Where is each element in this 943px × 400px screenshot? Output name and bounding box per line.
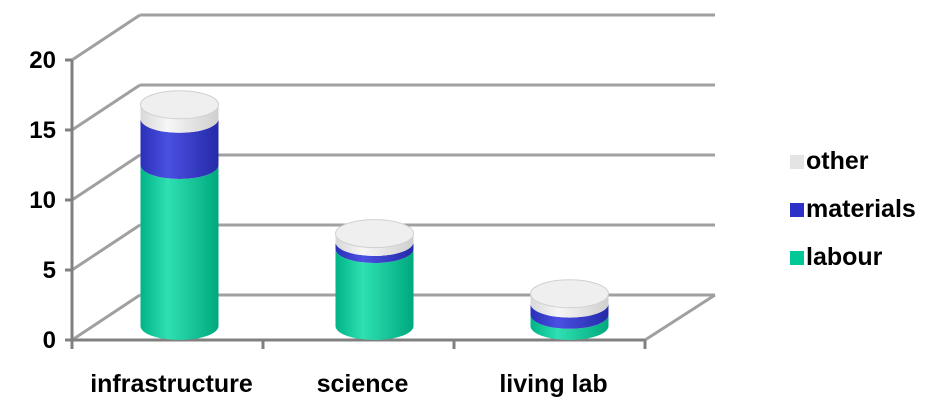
legend-item-materials: materials	[790, 195, 916, 223]
legend-swatch	[790, 251, 804, 265]
legend-swatch	[790, 203, 804, 217]
bar-other-infrastructure	[140, 104, 219, 133]
gridline-wall	[71, 223, 141, 272]
y-tick-label: 10	[29, 187, 56, 214]
category-labels: infrastructure science living lab	[90, 370, 607, 398]
y-tick-labels: 0 5 10 15 20	[29, 47, 56, 354]
bar-top-cap	[140, 90, 219, 120]
gridline-wall	[71, 293, 141, 342]
bar-top-cap	[530, 279, 609, 309]
axes	[65, 58, 647, 349]
y-tick-label: 0	[43, 327, 56, 354]
y-tick-label: 20	[29, 47, 56, 74]
bar-labour-science	[335, 249, 414, 340]
legend: other materials labour	[790, 147, 916, 271]
bar-top-cap	[335, 219, 414, 249]
legend-label: other	[806, 147, 869, 175]
bar-other-living-lab	[530, 293, 609, 318]
bar-labour-living-lab	[530, 314, 609, 340]
bar-other-science	[335, 233, 414, 256]
bar-stack-living-lab	[530, 279, 609, 340]
gridline-wall	[71, 83, 141, 132]
bars	[140, 90, 609, 340]
legend-item-other: other	[790, 147, 869, 175]
x-category-label: living lab	[499, 370, 607, 398]
x-category-label: science	[317, 370, 409, 398]
legend-item-labour: labour	[790, 243, 883, 271]
bar-labour-infrastructure	[140, 165, 219, 340]
legend-swatch	[790, 155, 804, 169]
bar-materials-infrastructure	[140, 118, 219, 180]
floor-edge	[644, 293, 716, 342]
bar-stack-science	[335, 219, 414, 340]
x-category-label: infrastructure	[90, 370, 253, 398]
y-tick-label: 5	[43, 257, 56, 284]
legend-label: materials	[806, 195, 916, 223]
gridline-wall	[71, 153, 141, 202]
gridline-wall	[71, 13, 141, 62]
gridlines	[71, 13, 716, 342]
bar-stack-infrastructure	[140, 90, 219, 340]
legend-label: labour	[806, 243, 883, 271]
bar-materials-living-lab	[530, 303, 609, 329]
y-tick-label: 15	[29, 117, 56, 144]
bar-materials-science	[335, 242, 414, 263]
